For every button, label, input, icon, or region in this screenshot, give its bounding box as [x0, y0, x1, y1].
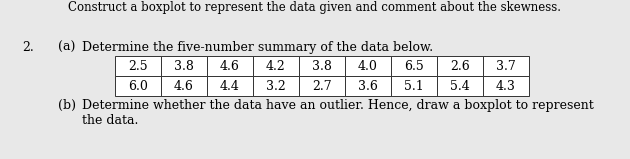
Text: 4.6: 4.6	[174, 80, 194, 93]
Text: Determine whether the data have an outlier. Hence, draw a boxplot to represent: Determine whether the data have an outli…	[82, 99, 593, 112]
Text: Determine the five-number summary of the data below.: Determine the five-number summary of the…	[82, 41, 433, 54]
Bar	[115, 56, 161, 76]
Bar	[161, 76, 207, 96]
Text: 2.6: 2.6	[450, 59, 470, 73]
Text: (a): (a)	[58, 41, 76, 54]
Bar	[345, 56, 391, 76]
Bar	[253, 76, 299, 96]
Bar	[437, 76, 483, 96]
Bar	[207, 56, 253, 76]
Text: 4.0: 4.0	[358, 59, 378, 73]
Text: 2.5: 2.5	[128, 59, 148, 73]
Text: 2.7: 2.7	[312, 80, 332, 93]
Text: 3.6: 3.6	[358, 80, 378, 93]
Bar	[391, 56, 437, 76]
Text: 4.2: 4.2	[266, 59, 286, 73]
Text: 6.0: 6.0	[128, 80, 148, 93]
Bar	[483, 56, 529, 76]
Bar	[437, 56, 483, 76]
Text: 3.8: 3.8	[174, 59, 194, 73]
Text: 5.1: 5.1	[404, 80, 424, 93]
Bar	[207, 76, 253, 96]
Text: 4.6: 4.6	[220, 59, 240, 73]
Text: 6.5: 6.5	[404, 59, 424, 73]
Bar	[115, 76, 161, 96]
Bar	[299, 56, 345, 76]
Text: 3.8: 3.8	[312, 59, 332, 73]
Text: 2.: 2.	[22, 41, 34, 54]
Text: 3.2: 3.2	[266, 80, 286, 93]
Text: (b): (b)	[58, 99, 76, 112]
Bar	[483, 76, 529, 96]
Bar	[161, 56, 207, 76]
Text: 5.4: 5.4	[450, 80, 470, 93]
Bar	[253, 56, 299, 76]
Text: 4.3: 4.3	[496, 80, 516, 93]
Bar	[345, 76, 391, 96]
Bar	[299, 76, 345, 96]
Text: the data.: the data.	[82, 114, 139, 127]
Text: Construct a boxplot to represent the data given and comment about the skewness.: Construct a boxplot to represent the dat…	[69, 1, 561, 14]
Text: 3.7: 3.7	[496, 59, 516, 73]
Text: 4.4: 4.4	[220, 80, 240, 93]
Bar	[391, 76, 437, 96]
